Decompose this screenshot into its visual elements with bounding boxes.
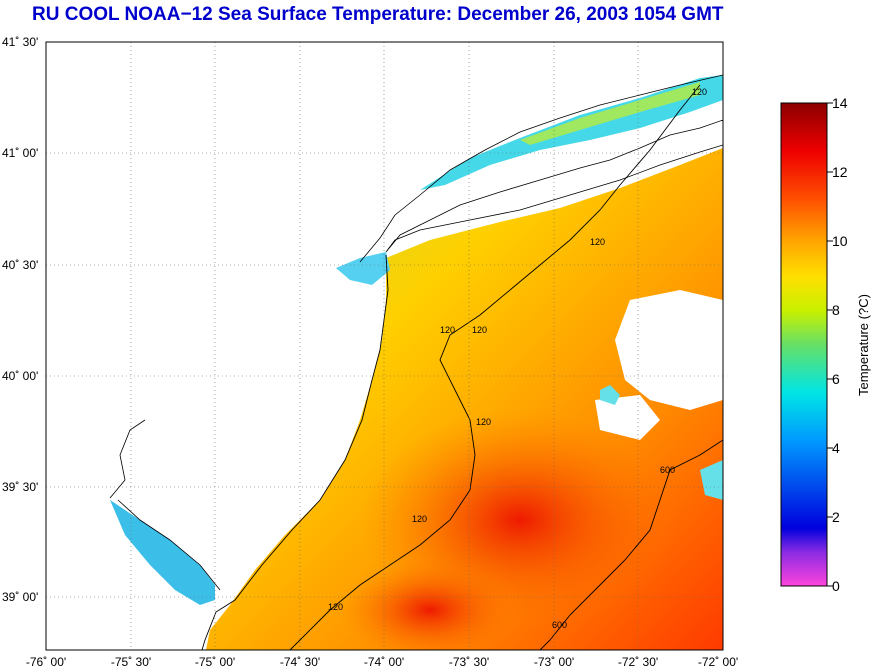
lat-label: 39˚ 00' — [2, 590, 38, 604]
colorbar-tick: 6 — [832, 371, 840, 387]
colorbar-tick: 2 — [832, 509, 840, 525]
lon-label: -72˚ 30' — [618, 655, 658, 669]
cloud-gap — [615, 290, 723, 410]
lat-label: 41˚ 30' — [2, 35, 38, 49]
isobath-label-120: 120 — [590, 237, 605, 247]
colorbar-tick: 12 — [832, 164, 848, 180]
colorbar-tick: 10 — [832, 233, 848, 249]
lon-label: -73˚ 30' — [449, 655, 489, 669]
ct-coastline — [359, 74, 723, 263]
plot-frame — [45, 41, 724, 651]
isobath-label-120: 120 — [692, 87, 707, 97]
warm-core-south — [340, 560, 520, 650]
lon-label: -74˚ 00' — [364, 655, 404, 669]
delaware-bay — [110, 500, 215, 605]
lon-label: -75˚ 00' — [195, 655, 235, 669]
isobath-label-600: 600 — [552, 620, 567, 630]
colorbar-label: Temperature (?C) — [856, 294, 871, 396]
lon-label: -76˚ 00' — [26, 655, 66, 669]
lon-label: -73˚ 00' — [534, 655, 574, 669]
lat-label: 40˚ 00' — [2, 369, 38, 383]
lat-label: 39˚ 30' — [2, 480, 38, 494]
lon-label: -74˚ 30' — [280, 655, 320, 669]
map-title: RU COOL NOAA−12 Sea Surface Temperature:… — [32, 4, 724, 25]
lat-label: 40˚ 30' — [2, 258, 38, 272]
isobath-label-120: 120 — [476, 417, 491, 427]
lon-label: -75˚ 30' — [111, 655, 151, 669]
colorbar: 14 12 10 8 6 4 2 0 Temperature (?C) — [780, 95, 871, 594]
lat-label: 41˚ 00' — [2, 146, 38, 160]
isobath-label-120: 120 — [472, 325, 487, 335]
colorbar-tick: 0 — [832, 578, 840, 594]
isobath-label-120: 120 — [440, 325, 455, 335]
isobath-600 — [539, 439, 723, 650]
colorbar-scale — [780, 102, 828, 587]
lon-label: -72˚ 00' — [698, 655, 738, 669]
colorbar-tick: 8 — [832, 302, 840, 318]
isobath-label-120: 120 — [328, 602, 343, 612]
isobath-label-600: 600 — [660, 465, 675, 475]
colorbar-tick: 4 — [832, 440, 840, 456]
isobath-120 — [289, 84, 701, 650]
isobath-label-120: 120 — [412, 514, 427, 524]
colorbar-tick: 14 — [832, 95, 848, 111]
nj-coastline — [201, 254, 389, 650]
